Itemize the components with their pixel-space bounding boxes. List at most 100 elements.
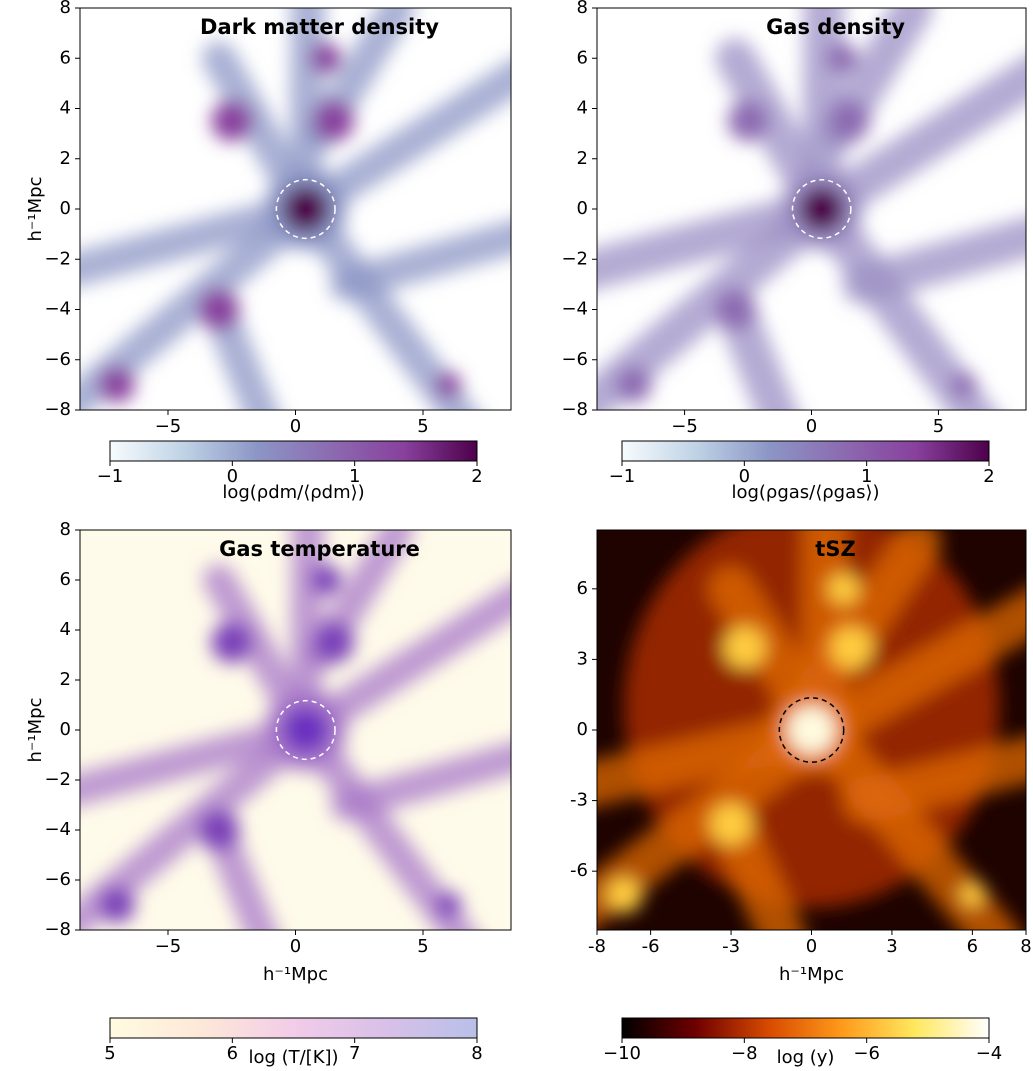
filament: [288, 59, 511, 226]
colorbar-tick-label: −4: [976, 1043, 1003, 1064]
y-tick-label: 2: [60, 148, 71, 169]
panel: Gas density −5 0 5 −8 −6 −4 −2 0 2 4 6 8 −1 0 1 2 log(ρga…: [561, 0, 1027, 503]
y-tick-label: 4: [60, 98, 71, 119]
aperture-circle: [275, 699, 336, 761]
x-tick-label: -8: [588, 936, 606, 957]
halo: [709, 802, 753, 846]
halo: [830, 626, 874, 670]
y-tick-label: −8: [561, 399, 588, 420]
halo: [313, 100, 355, 142]
colorbar-tick-label: −6: [853, 1043, 880, 1064]
filament: [715, 289, 798, 410]
colorbar-tick-label: 2: [983, 466, 994, 487]
x-tick-label: 3: [886, 936, 897, 957]
y-tick-label: −4: [44, 819, 71, 840]
x-axis-label: h⁻¹Mpc: [779, 964, 844, 985]
y-tick-label: -6: [570, 860, 588, 881]
x-tick-label: 5: [933, 416, 944, 437]
colorbar-label: log (y): [777, 1047, 835, 1068]
map-structure: [80, 8, 511, 410]
x-tick-label: 8: [1020, 936, 1031, 957]
panel: tSZ -8 -6 -3 0 3 6 8 -6 -3 0 3 6 h⁻¹Mpc −10 −8 −6 −4 log (…: [570, 529, 1032, 1068]
x-tick-label: 6: [967, 936, 978, 957]
filament: [202, 814, 278, 930]
halo: [99, 887, 135, 923]
halo: [727, 100, 769, 142]
y-tick-label: −2: [561, 248, 588, 269]
y-axis-label: h⁻¹Mpc: [25, 698, 46, 763]
y-tick-label: −6: [44, 349, 71, 370]
halo: [715, 289, 756, 330]
x-tick-label: 0: [290, 936, 301, 957]
panel-title: tSZ: [815, 537, 855, 561]
halo: [798, 186, 845, 232]
y-tick-label: −8: [44, 919, 71, 940]
colorbar-tick-label: −10: [603, 1043, 641, 1064]
y-tick-label: −4: [561, 299, 588, 320]
aperture-circle: [275, 178, 336, 240]
halo: [310, 564, 342, 596]
filament: [201, 292, 279, 410]
halo: [282, 186, 329, 232]
halo: [313, 622, 355, 663]
map-structure: [597, 8, 1026, 410]
halo: [198, 289, 240, 330]
colorbar-tick-label: 0: [739, 466, 750, 487]
halo: [99, 367, 135, 403]
filament: [80, 714, 322, 806]
filament: [289, 714, 476, 930]
colorbar-tick-label: 2: [471, 466, 482, 487]
map-image: [597, 530, 1026, 930]
y-tick-label: 8: [60, 519, 71, 540]
halo: [829, 100, 870, 142]
x-tick-label: −5: [155, 936, 182, 957]
colorbar-tick-label: −8: [731, 1043, 758, 1064]
filament: [80, 192, 323, 286]
colorbar-tick-label: 8: [471, 1043, 482, 1064]
y-tick-label: −2: [44, 248, 71, 269]
colorbar-label: log (T/[K]): [248, 1047, 338, 1068]
filament: [799, 589, 1026, 753]
map-structure: [80, 530, 511, 930]
colorbar-tick-label: 0: [227, 466, 238, 487]
filament: [330, 742, 511, 821]
x-tick-label: 0: [290, 416, 301, 437]
y-tick-label: 6: [60, 47, 71, 68]
panel-title: Gas temperature: [219, 537, 420, 561]
x-tick-label: -3: [722, 936, 740, 957]
x-tick-label: −5: [155, 416, 182, 437]
y-tick-label: 2: [577, 148, 588, 169]
filament: [801, 55, 1026, 229]
y-tick-label: 3: [577, 648, 588, 669]
halo: [435, 892, 462, 918]
halo: [310, 42, 342, 74]
aperture-circle: [778, 697, 845, 763]
halo: [787, 705, 836, 755]
halo: [826, 43, 858, 74]
colorbar: [621, 1017, 990, 1039]
y-tick-label: −4: [44, 299, 71, 320]
colorbar: [109, 440, 478, 462]
map-image: [80, 530, 511, 930]
filament: [708, 801, 805, 930]
x-tick-label: -6: [642, 936, 660, 957]
colorbar-tick-label: 1: [349, 466, 360, 487]
y-tick-label: −8: [44, 399, 71, 420]
colorbar-tick-label: 1: [861, 466, 872, 487]
halo: [958, 881, 986, 909]
y-tick-label: 0: [60, 719, 71, 740]
panel-title: Gas density: [766, 15, 905, 39]
filament: [842, 217, 1026, 305]
panel: Gas temperature −5 0 5 −8 −6 −4 −2 0 2 4 6 8 h⁻¹Mpc h⁻…: [25, 519, 512, 1068]
y-tick-label: 8: [60, 0, 71, 18]
halo: [211, 622, 253, 663]
halo: [827, 572, 860, 605]
y-tick-label: 2: [60, 669, 71, 690]
panel: Dark matter density −5 0 5 −8 −6 −4 −2 0 2 4 6 8 h⁻¹M…: [25, 0, 512, 503]
y-tick-label: −6: [561, 349, 588, 370]
y-tick-label: −6: [44, 869, 71, 890]
y-axis-label: h⁻¹Mpc: [25, 177, 46, 242]
x-tick-label: 0: [806, 416, 817, 437]
halo: [282, 707, 329, 753]
